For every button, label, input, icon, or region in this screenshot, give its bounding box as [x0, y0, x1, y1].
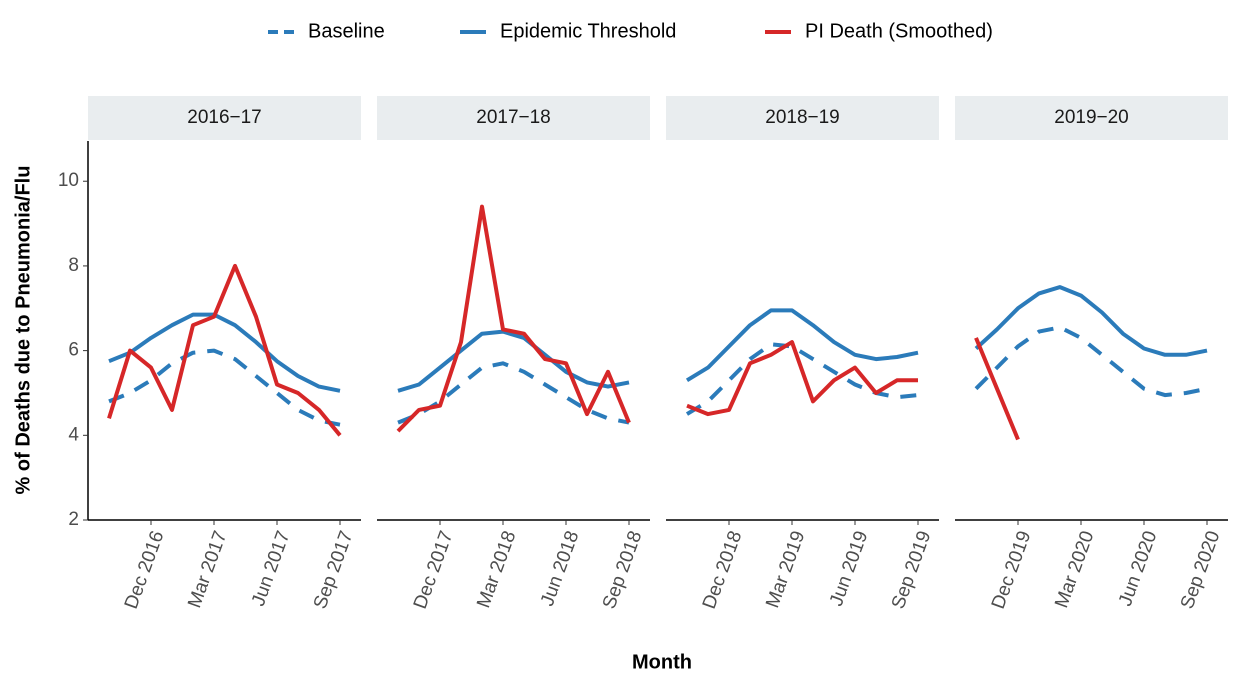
x-tick-label: Dec 2019 [988, 528, 1036, 612]
series-line [974, 325, 1208, 398]
x-tick-label: Sep 2019 [888, 528, 936, 612]
series-line [107, 263, 342, 437]
series-line [686, 340, 918, 417]
series-line [974, 337, 1020, 441]
series-line [397, 329, 630, 393]
x-tick-label: Sep 2017 [310, 528, 358, 612]
x-tick-label: Sep 2020 [1177, 528, 1225, 612]
x-tick-label: Jun 2019 [826, 528, 872, 609]
series-line [108, 312, 341, 393]
x-tick-label: Jun 2017 [248, 528, 294, 609]
x-tick-label: Mar 2019 [762, 528, 809, 611]
x-tick-label: Mar 2017 [184, 528, 231, 611]
facet-title: 2018−19 [765, 107, 840, 128]
y-tick-label: 2 [68, 509, 79, 530]
legend-label: Baseline [308, 20, 385, 42]
legend-label: Epidemic Threshold [500, 20, 676, 42]
x-tick-label: Jun 2018 [537, 528, 583, 609]
legend-label: PI Death (Smoothed) [805, 20, 993, 42]
facet-title: 2019−20 [1054, 107, 1129, 128]
y-tick-label: 6 [68, 340, 79, 361]
y-axis-label: % of Deaths due to Pneumonia/Flu [12, 166, 34, 495]
series-line [397, 361, 630, 425]
series-line [396, 204, 631, 433]
facet-strip [955, 96, 1228, 140]
facet-title: 2016−17 [187, 107, 262, 128]
facet-title: 2017−18 [476, 107, 551, 128]
facet-strip [88, 96, 361, 140]
x-tick-label: Jun 2020 [1115, 528, 1161, 609]
series-line [974, 285, 1208, 357]
y-tick-label: 8 [68, 255, 79, 276]
facet-strip [666, 96, 939, 140]
x-tick-label: Dec 2017 [410, 528, 458, 612]
series-line [108, 348, 341, 427]
x-tick-label: Dec 2018 [699, 528, 747, 612]
x-tick-label: Mar 2020 [1051, 528, 1098, 611]
y-tick-label: 4 [68, 424, 79, 445]
x-axis-label: Month [632, 651, 692, 673]
series-line [685, 342, 919, 416]
x-tick-label: Dec 2016 [121, 528, 169, 612]
series-line [685, 308, 919, 383]
facet-strip [377, 96, 650, 140]
x-tick-label: Mar 2018 [473, 528, 520, 611]
x-tick-label: Sep 2018 [599, 528, 647, 612]
y-tick-label: 10 [58, 170, 79, 191]
